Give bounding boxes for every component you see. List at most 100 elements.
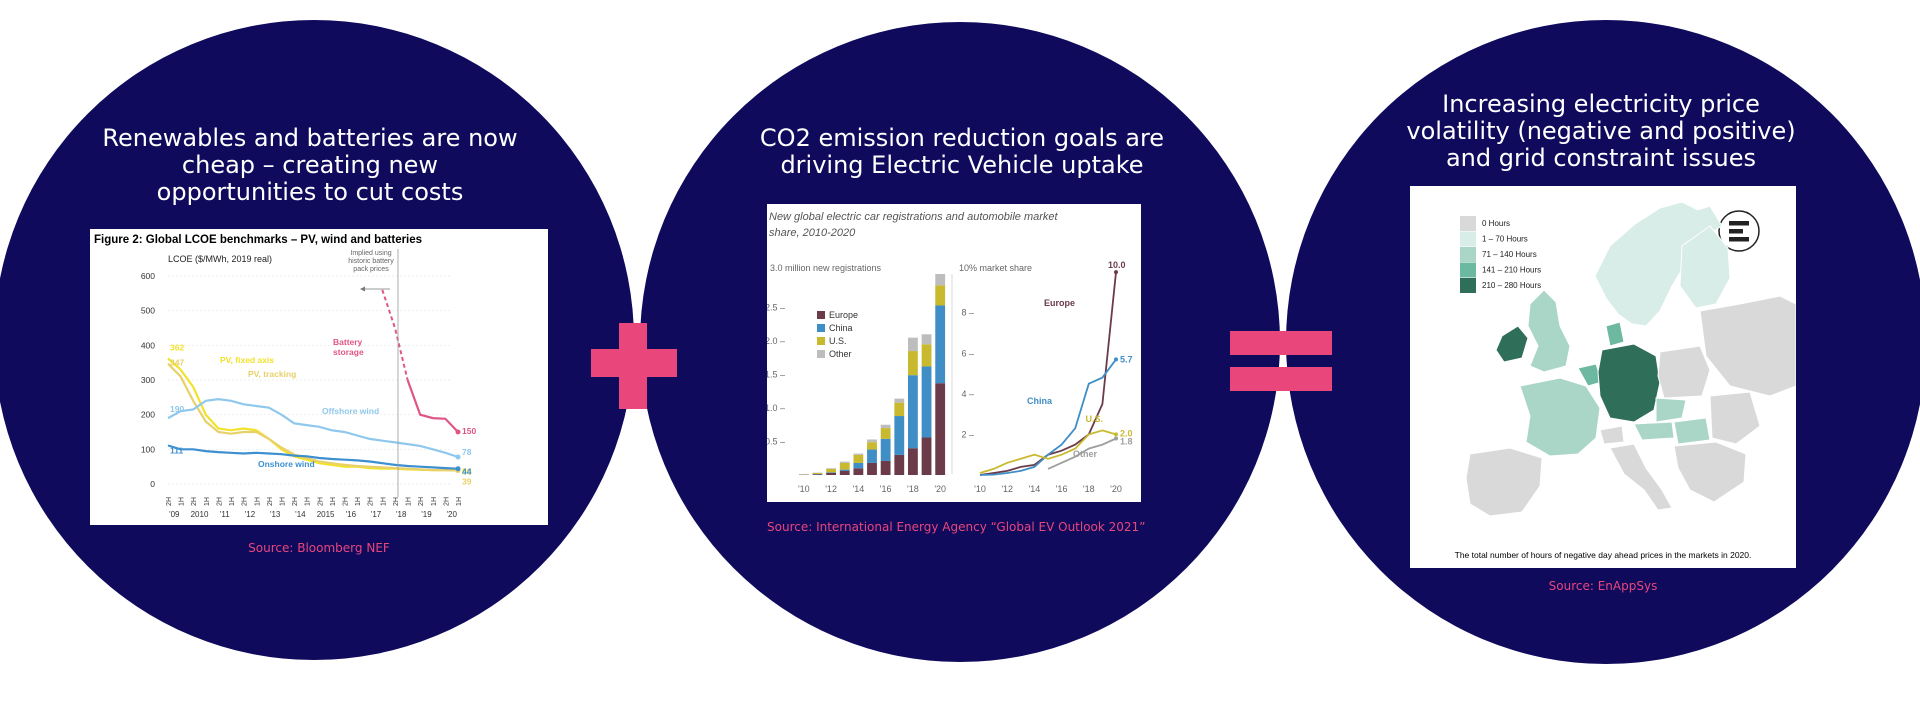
ev-bar-y-tick: 2.0 –	[767, 336, 785, 346]
map-region-east	[1699, 295, 1797, 397]
ev-legend-swatch	[817, 350, 825, 358]
ev-stacked-bar-segment	[839, 462, 850, 470]
lcoe-start-value: 190	[170, 404, 184, 414]
ev-stacked-bar-segment	[839, 470, 850, 475]
lcoe-x-half-label: 2H	[443, 497, 450, 506]
lcoe-ylabel: LCOE ($/MWh, 2019 real)	[168, 254, 272, 264]
ev-bar-x-tick: '20	[934, 484, 946, 494]
map-region-germany	[1597, 343, 1661, 423]
ev-bar-y-tick: 1.0 –	[767, 403, 785, 413]
ev-stacked-bar-segment	[894, 416, 905, 455]
ev-bar-y-tick: 0.5 –	[767, 437, 785, 447]
ev-stacked-bar-segment	[826, 472, 836, 475]
lcoe-x-half-label: 2H	[368, 497, 375, 506]
map-region-denmark	[1605, 321, 1625, 347]
lcoe-end-point	[455, 429, 461, 435]
map-region-balkans	[1673, 441, 1747, 503]
ev-chart: New global electric car registrations an…	[765, 211, 1133, 494]
plus-vertical	[619, 323, 647, 409]
map-legend-swatch	[1460, 278, 1476, 293]
ev-stacked-bar-segment	[894, 398, 905, 403]
map-legend-label: 1 – 70 Hours	[1482, 235, 1528, 244]
source-enappsys: Source: EnAppSys	[1548, 579, 1658, 593]
ev-stacked-bar-segment	[880, 428, 891, 439]
lcoe-x-half-label: 2H	[242, 497, 249, 506]
lcoe-x-year-label: '09	[169, 510, 180, 519]
map-legend-label: 0 Hours	[1482, 219, 1510, 228]
ev-stacked-bar-segment	[921, 437, 932, 475]
ev-line-x-tick: '20	[1110, 484, 1122, 494]
ev-stacked-bar-segment	[935, 274, 946, 286]
lcoe-arrow-head-icon	[360, 286, 365, 292]
ev-line-x-tick: '16	[1056, 484, 1068, 494]
lcoe-start-value: 362	[170, 343, 184, 353]
ev-stacked-bar-segment	[839, 461, 850, 463]
ev-bar-x-tick: '14	[852, 484, 864, 494]
ev-share-end-point	[1114, 270, 1118, 275]
ev-line-subtitle: 10% market share	[959, 263, 1032, 273]
lcoe-x-half-label: 1H	[254, 497, 261, 506]
map-region-austria	[1633, 421, 1675, 441]
lcoe-y-tick-label: 100	[141, 444, 155, 454]
ev-line-y-tick: 8 –	[961, 308, 974, 318]
lcoe-series-label: Battery	[333, 337, 363, 347]
ev-share-series-label: China	[1027, 396, 1053, 406]
map-region-france	[1519, 377, 1601, 457]
heading-line: volatility (negative and positive)	[1406, 117, 1796, 145]
heading-line: CO2 emission reduction goals are	[759, 124, 1165, 152]
lcoe-series-line	[167, 444, 459, 470]
lcoe-x-year-label: '11	[220, 510, 230, 519]
lcoe-x-half-label: 2H	[216, 497, 223, 506]
lcoe-y-tick-label: 400	[141, 340, 155, 350]
lcoe-x-year-label: '16	[346, 510, 357, 519]
lcoe-chart: Figure 2: Global LCOE benchmarks – PV, w…	[94, 234, 476, 519]
lcoe-x-year-label: '12	[245, 510, 256, 519]
ev-share-line	[1047, 437, 1117, 470]
lcoe-y-tick-label: 500	[141, 306, 155, 316]
map-caption: The total number of hours of negative da…	[1455, 550, 1752, 560]
map-legend-swatch	[1460, 247, 1476, 262]
ev-line-x-tick: '18	[1083, 484, 1095, 494]
lcoe-series-label: PV, fixed axis	[220, 355, 274, 365]
lcoe-annotation-line: historic battery	[348, 258, 394, 265]
ev-stacked-bar-segment	[935, 383, 946, 475]
lcoe-chart-panel: Figure 2: Global LCOE benchmarks – PV, w…	[90, 229, 548, 525]
ev-line-y-tick: 2 –	[961, 429, 974, 439]
ev-stacked-bar-segment	[853, 454, 864, 463]
ev-stacked-bar-segment	[921, 334, 932, 345]
ev-heading: CO2 emission reduction goals are driving…	[642, 125, 1282, 179]
ev-share-end-point	[1114, 436, 1118, 441]
heading-line: and grid constraint issues	[1445, 144, 1757, 172]
lcoe-end-point	[455, 466, 461, 472]
renewables-heading: Renewables and batteries are now cheap –…	[0, 125, 620, 206]
map-legend-label: 210 – 280 Hours	[1482, 281, 1541, 290]
lcoe-x-half-label: 1H	[179, 497, 186, 506]
lcoe-x-year-label: '19	[421, 510, 432, 519]
ev-stacked-bar-segment	[839, 469, 850, 471]
lcoe-series-dashed	[381, 289, 409, 381]
ev-legend-label: Europe	[829, 310, 858, 320]
heading-line: opportunities to cut costs	[156, 178, 464, 206]
ev-stacked-bar-segment	[853, 468, 864, 475]
lcoe-annotation-line: pack prices	[353, 266, 389, 273]
map-legend-label: 71 – 140 Hours	[1482, 250, 1537, 259]
ev-share-end-value: 1.8	[1120, 436, 1133, 446]
ev-share-series-label: Other	[1073, 449, 1098, 459]
ev-share-series-label: U.S.	[1085, 414, 1103, 424]
lcoe-y-tick-label: 600	[141, 271, 155, 281]
map-region-iberia	[1465, 447, 1543, 517]
map-panel: 0 Hours 1 – 70 Hours 71 – 140 Hours 141 – 2…	[1410, 186, 1797, 568]
lcoe-x-half-label: 2H	[393, 497, 400, 506]
map-region-switzerland	[1599, 425, 1625, 445]
ev-line-y-tick: 4 –	[961, 389, 974, 399]
map-region-romania	[1709, 391, 1761, 445]
lcoe-x-half-label: 1H	[204, 497, 211, 506]
map-legend-swatch	[1460, 216, 1476, 231]
lcoe-series-line	[406, 379, 459, 433]
equals-bottom-bar	[1230, 367, 1332, 391]
ev-stacked-bar-segment	[908, 375, 918, 449]
lcoe-x-half-label: 1H	[406, 497, 413, 506]
ev-line-x-tick: '12	[1001, 484, 1013, 494]
lcoe-x-half-label: 2H	[343, 497, 350, 506]
ev-bar-y-tick: 1.5 –	[767, 370, 785, 380]
